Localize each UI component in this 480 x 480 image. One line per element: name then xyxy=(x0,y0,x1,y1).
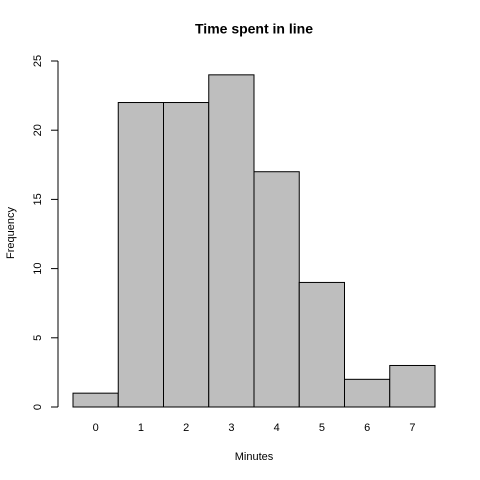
bar xyxy=(163,102,210,408)
x-tick-label: 2 xyxy=(183,422,189,434)
bar xyxy=(389,364,436,408)
bar xyxy=(298,281,345,408)
y-tick-label: 10 xyxy=(32,262,44,274)
x-tick-label: 3 xyxy=(228,422,234,434)
y-tick-label: 25 xyxy=(32,55,44,67)
bar xyxy=(253,171,300,408)
y-tick-label: 0 xyxy=(32,404,44,410)
x-tick-label: 7 xyxy=(409,422,415,434)
x-tick-label: 5 xyxy=(319,422,325,434)
chart-title: Time spent in line xyxy=(195,21,313,37)
y-tick-label: 20 xyxy=(32,124,44,136)
x-tick-label: 6 xyxy=(364,422,370,434)
bar xyxy=(72,392,119,408)
bar xyxy=(117,102,164,408)
x-tick-label: 1 xyxy=(138,422,144,434)
bar xyxy=(208,74,255,408)
x-tick-label: 0 xyxy=(93,422,99,434)
x-tick-label: 4 xyxy=(274,422,280,434)
y-tick-label: 5 xyxy=(32,335,44,341)
y-axis-label: Frequency xyxy=(5,207,17,259)
x-axis-label: Minutes xyxy=(235,451,274,463)
bar xyxy=(344,378,391,408)
y-tick-label: 15 xyxy=(32,193,44,205)
